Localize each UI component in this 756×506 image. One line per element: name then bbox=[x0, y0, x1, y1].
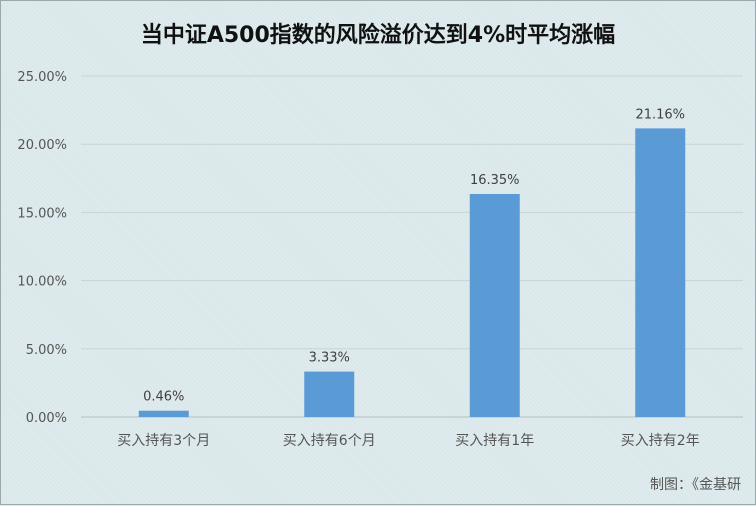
bar bbox=[138, 410, 189, 417]
y-tick-label: 10.00% bbox=[17, 275, 67, 290]
chart-title: 当中证A500指数的风险溢价达到4%时平均涨幅 bbox=[140, 23, 616, 48]
y-tick-label: 20.00% bbox=[17, 138, 67, 153]
y-tick-label: 15.00% bbox=[17, 206, 67, 221]
bar bbox=[304, 371, 355, 417]
chart-caption: 制图：《金基研 bbox=[650, 477, 741, 493]
x-tick-label: 买入持有6个月 bbox=[283, 433, 376, 449]
y-tick-label: 0.00% bbox=[26, 411, 67, 426]
data-label: 21.16% bbox=[635, 107, 685, 122]
bar bbox=[469, 193, 520, 417]
data-label: 0.46% bbox=[143, 390, 184, 405]
y-tick-label: 5.00% bbox=[26, 343, 67, 358]
bar bbox=[635, 128, 686, 417]
y-tick-label: 25.00% bbox=[17, 70, 67, 85]
x-tick-label: 买入持有1年 bbox=[455, 433, 534, 449]
data-label: 3.33% bbox=[309, 351, 350, 366]
x-tick-label: 买入持有2年 bbox=[621, 433, 700, 449]
x-tick-label: 买入持有3个月 bbox=[117, 433, 210, 449]
data-label: 16.35% bbox=[470, 173, 520, 188]
